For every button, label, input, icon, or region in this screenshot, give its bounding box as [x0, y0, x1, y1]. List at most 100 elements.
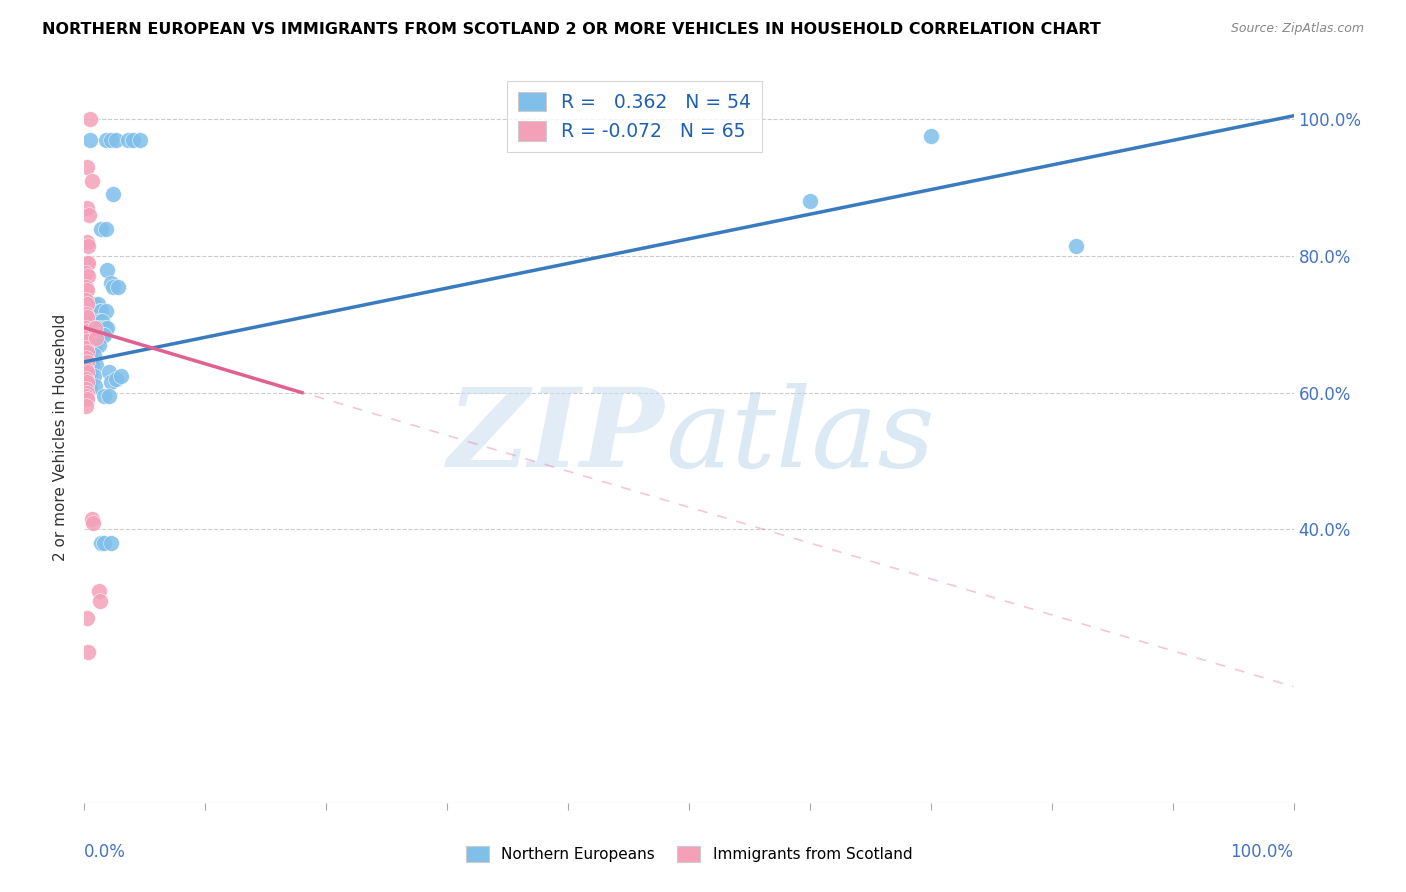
- Text: 100.0%: 100.0%: [1230, 843, 1294, 861]
- Point: [75, 341, 97, 355]
- Point: [79, 133, 101, 147]
- Point: [80, 359, 103, 373]
- Point: [76, 310, 98, 325]
- Point: [76, 297, 98, 311]
- Point: [93, 327, 115, 342]
- Point: [94, 303, 117, 318]
- Point: [75, 266, 97, 280]
- Point: [96, 320, 118, 334]
- Point: [103, 187, 125, 202]
- Text: Source: ZipAtlas.com: Source: ZipAtlas.com: [1230, 22, 1364, 36]
- Point: [87, 327, 110, 342]
- Point: [83, 314, 105, 328]
- Text: NORTHERN EUROPEAN VS IMMIGRANTS FROM SCOTLAND 2 OR MORE VEHICLES IN HOUSEHOLD CO: NORTHERN EUROPEAN VS IMMIGRANTS FROM SCO…: [42, 22, 1101, 37]
- Point: [86, 331, 108, 345]
- Point: [97, 365, 120, 379]
- Point: [77, 645, 100, 659]
- Legend: Northern Europeans, Immigrants from Scotland: Northern Europeans, Immigrants from Scot…: [460, 840, 918, 868]
- Point: [75, 307, 97, 321]
- Point: [84, 338, 107, 352]
- Point: [93, 389, 115, 403]
- Point: [97, 389, 120, 403]
- Point: [76, 160, 98, 174]
- Point: [86, 359, 108, 373]
- Point: [82, 320, 104, 334]
- Point: [75, 400, 97, 414]
- Point: [75, 351, 97, 366]
- Point: [75, 320, 97, 334]
- Point: [75, 293, 97, 308]
- Point: [100, 133, 122, 147]
- Point: [87, 583, 110, 598]
- Point: [80, 512, 103, 526]
- Point: [77, 238, 100, 252]
- Point: [76, 344, 98, 359]
- Point: [77, 269, 100, 284]
- Point: [82, 516, 104, 530]
- Point: [80, 320, 103, 334]
- Point: [76, 376, 98, 390]
- Point: [84, 320, 107, 334]
- Point: [75, 279, 97, 293]
- Point: [79, 348, 101, 362]
- Point: [75, 331, 97, 345]
- Point: [76, 324, 98, 338]
- Point: [103, 279, 125, 293]
- Point: [107, 279, 129, 293]
- Point: [90, 303, 112, 318]
- Point: [79, 368, 101, 383]
- Point: [87, 338, 110, 352]
- Point: [104, 133, 127, 147]
- Point: [76, 355, 98, 369]
- Point: [84, 379, 107, 393]
- Point: [121, 133, 143, 147]
- Point: [90, 221, 112, 235]
- Point: [79, 112, 101, 127]
- Point: [76, 611, 98, 625]
- Point: [799, 194, 821, 209]
- Point: [91, 314, 114, 328]
- Point: [83, 297, 105, 311]
- Point: [77, 256, 100, 270]
- Point: [89, 320, 111, 334]
- Point: [75, 382, 97, 396]
- Point: [83, 348, 105, 362]
- Point: [89, 314, 111, 328]
- Point: [76, 334, 98, 349]
- Point: [76, 392, 98, 407]
- Point: [76, 385, 98, 400]
- Text: atlas: atlas: [665, 384, 935, 491]
- Point: [94, 320, 117, 334]
- Point: [76, 235, 98, 250]
- Point: [100, 536, 122, 550]
- Point: [93, 536, 115, 550]
- Point: [80, 338, 103, 352]
- Point: [90, 536, 112, 550]
- Point: [86, 297, 108, 311]
- Point: [75, 389, 97, 403]
- Text: ZIP: ZIP: [449, 384, 665, 491]
- Point: [89, 594, 111, 608]
- Point: [84, 327, 107, 342]
- Point: [100, 277, 122, 291]
- Point: [79, 379, 101, 393]
- Point: [129, 133, 152, 147]
- Point: [920, 129, 942, 144]
- Point: [76, 201, 98, 215]
- Point: [91, 327, 114, 342]
- Point: [77, 208, 100, 222]
- Point: [80, 174, 103, 188]
- Point: [94, 221, 117, 235]
- Point: [87, 303, 110, 318]
- Point: [1064, 238, 1087, 252]
- Point: [80, 327, 103, 342]
- Point: [100, 376, 122, 390]
- Point: [117, 133, 139, 147]
- Y-axis label: 2 or more Vehicles in Household: 2 or more Vehicles in Household: [53, 313, 69, 561]
- Point: [94, 133, 117, 147]
- Point: [104, 372, 127, 386]
- Point: [76, 256, 98, 270]
- Point: [76, 283, 98, 297]
- Point: [75, 361, 97, 376]
- Text: 0.0%: 0.0%: [84, 843, 127, 861]
